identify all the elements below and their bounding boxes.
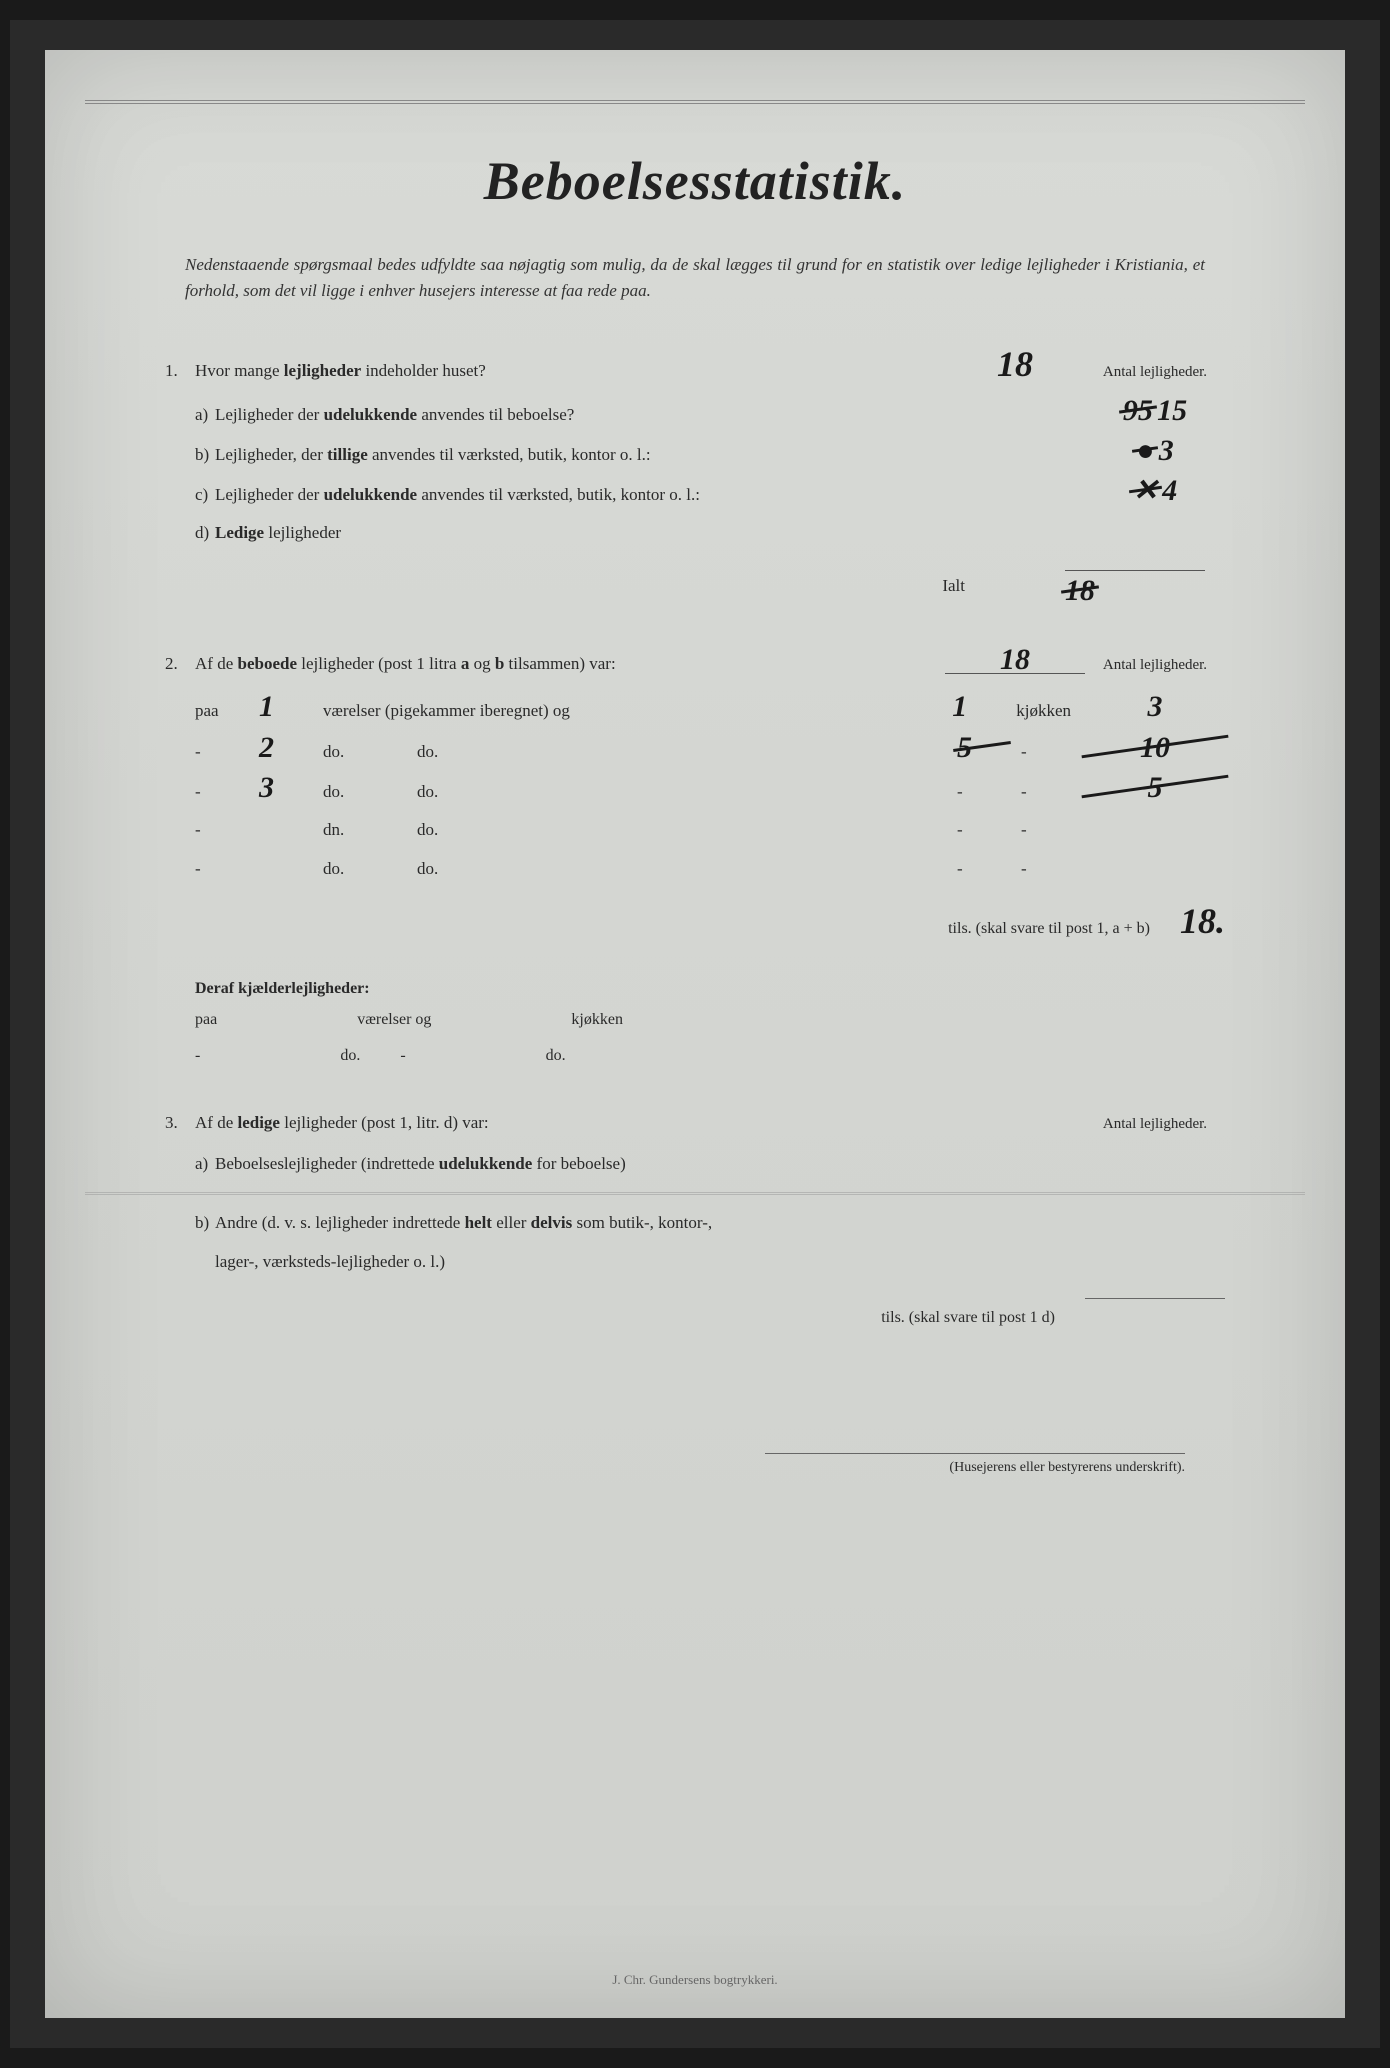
- q1a-text: Lejligheder der udelukkende anvendes til…: [215, 399, 1085, 431]
- q3-text: Af de ledige lejligheder (post 1, litr. …: [195, 1107, 1085, 1139]
- room-answer: 3: [1085, 693, 1225, 720]
- room-row: - dn. do. - -: [195, 814, 1225, 846]
- q3-tils: tils. (skal svare til post 1 d): [165, 1298, 1225, 1333]
- q3b-label: b): [195, 1207, 215, 1239]
- room-count: 1: [259, 693, 309, 720]
- page-title: Beboelsesstatistik.: [165, 150, 1225, 212]
- q2-tils: tils. (skal svare til post 1, a + b) 18.: [165, 905, 1225, 944]
- room-answer: 10: [1085, 734, 1225, 761]
- q1-answer: 18: [945, 348, 1085, 380]
- q1c-answer: ✕ 4: [1085, 477, 1225, 511]
- room-row: paa 1 værelser (pigekammer iberegnet) og…: [195, 693, 1225, 727]
- q1c-label: c): [195, 479, 215, 511]
- q1d-text: Ledige lejligheder: [215, 517, 1085, 549]
- signature-block: (Husejerens eller bestyrerens underskrif…: [165, 1453, 1225, 1476]
- room-row: - 3 do. do. - - 5: [195, 774, 1225, 808]
- kitchen-count: 5: [957, 734, 1007, 761]
- room-count: 3: [259, 774, 309, 801]
- q1b-text: Lejligheder, der tillige anvendes til væ…: [215, 439, 1085, 471]
- q1-text: Hvor mange lejligheder indeholder huset?: [195, 355, 945, 387]
- q1b-answer: ● 3: [1085, 437, 1225, 471]
- q3b-text: Andre (d. v. s. lejligheder indrettede h…: [215, 1207, 1085, 1239]
- q3a-label: a): [195, 1148, 215, 1180]
- intro-paragraph: Nedenstaaende spørgsmaal bedes udfyldte …: [185, 252, 1205, 303]
- q2-text: Af de beboede lejligheder (post 1 litra …: [195, 648, 945, 680]
- scan-frame: Beboelsesstatistik. Nedenstaaende spørgs…: [10, 20, 1380, 2048]
- q1-number: 1.: [165, 355, 195, 387]
- top-rule: [85, 100, 1305, 104]
- q2-tils-value: 18.: [1180, 905, 1225, 937]
- room-count: 2: [259, 734, 309, 761]
- room-answer: 5: [1085, 774, 1225, 801]
- document-page: Beboelsesstatistik. Nedenstaaende spørgs…: [45, 50, 1345, 2018]
- q2-answer: 18: [945, 646, 1085, 674]
- q1a-label: a): [195, 399, 215, 431]
- q2-col-header: Antal lejligheder.: [1085, 651, 1225, 680]
- question-1: 1. Hvor mange lejligheder indeholder hus…: [165, 348, 1225, 611]
- q2-deraf: Deraf kjælderlejligheder: paa værelser o…: [195, 974, 1225, 1071]
- q2-room-table: paa 1 værelser (pigekammer iberegnet) og…: [195, 693, 1225, 884]
- q1-ialt: Ialt 18: [165, 570, 1225, 611]
- q1-col-header: Antal lejligheder.: [1085, 358, 1225, 387]
- q3-col-header: Antal lejligheder.: [1085, 1110, 1225, 1139]
- printer-footer: J. Chr. Gundersens bogtrykkeri.: [45, 1972, 1345, 1988]
- q3-number: 3.: [165, 1107, 195, 1139]
- question-3: 3. Af de ledige lejligheder (post 1, lit…: [165, 1107, 1225, 1334]
- q2-number: 2.: [165, 648, 195, 680]
- room-row: - do. do. - -: [195, 853, 1225, 885]
- kitchen-count: 1: [952, 693, 1002, 720]
- q1d-label: d): [195, 517, 215, 549]
- question-2: 2. Af de beboede lejligheder (post 1 lit…: [165, 646, 1225, 1072]
- q1-ialt-value: 18: [1065, 577, 1095, 604]
- mid-rule: [85, 1192, 1305, 1195]
- q1c-text: Lejligheder der udelukkende anvendes til…: [215, 479, 1085, 511]
- q1a-answer: 95 15: [1085, 397, 1225, 431]
- q1b-label: b): [195, 439, 215, 471]
- q3a-text: Beboelseslejligheder (indrettede udelukk…: [215, 1148, 1085, 1180]
- room-row: - 2 do. do. 5 - 10: [195, 734, 1225, 768]
